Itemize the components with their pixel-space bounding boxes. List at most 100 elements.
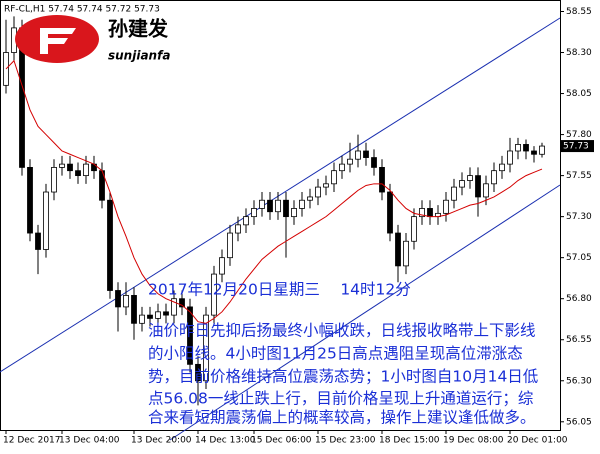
y-tick-label: 57.30 <box>566 212 592 222</box>
candle-body <box>51 167 57 193</box>
candle-body <box>259 199 265 209</box>
plot-frame <box>0 0 561 431</box>
candle-body <box>395 232 401 267</box>
candle-body <box>147 314 153 319</box>
candle-body <box>531 150 537 155</box>
candle-body <box>515 144 521 152</box>
annotation-line: 点56.08一线止跌上行，目前价格呈现上升通道运行；综 <box>148 390 534 408</box>
candle-body <box>291 208 297 218</box>
candle-body <box>139 314 145 324</box>
candle-body <box>523 144 529 152</box>
annotation-line: 油价昨日先抑后扬最终小幅收跌，日线报收略带上下影线 <box>148 322 536 340</box>
y-tick-label: 58.55 <box>566 7 592 17</box>
candle-body <box>211 273 217 316</box>
candle-body <box>267 199 273 213</box>
x-tick-label: 14 Dec 13:00 <box>195 436 256 446</box>
candle-body <box>499 163 505 172</box>
candle-body <box>507 150 513 165</box>
moving-average <box>5 59 543 324</box>
candle-body <box>219 257 225 275</box>
candle-body <box>403 240 409 267</box>
annotation-date: 2017年12月20日星期三 14时12分 <box>148 281 411 299</box>
y-tick-label: 56.30 <box>566 376 592 386</box>
logo-name: 孙建发 <box>108 17 169 41</box>
candle-body <box>227 232 233 259</box>
candle-body <box>363 150 369 158</box>
candle-body <box>123 295 129 308</box>
candle-body <box>179 298 185 308</box>
candle-body <box>275 199 281 213</box>
channel-upper <box>0 17 561 373</box>
candle-body <box>59 163 65 168</box>
candle-body <box>475 175 481 198</box>
candle-body <box>331 170 337 185</box>
candle-body <box>107 199 113 291</box>
x-tick-label: 15 Dec 23:00 <box>315 436 376 446</box>
candle-body <box>427 208 433 218</box>
logo: 孙建发 sunjianfa <box>15 15 170 63</box>
candle-body <box>355 150 361 160</box>
candle-body <box>35 232 41 250</box>
candle-body <box>347 158 353 165</box>
x-tick-label: 13 Dec 04:00 <box>59 436 120 446</box>
candle-body <box>371 157 377 168</box>
candle-body <box>283 199 289 218</box>
x-tick-label: 19 Dec 08:00 <box>443 436 504 446</box>
candle-body <box>315 186 321 198</box>
candle-body <box>75 170 81 177</box>
candle-body <box>539 145 545 155</box>
y-tick-label: 58.05 <box>566 89 592 99</box>
x-tick-label: 12 Dec 2017 <box>3 436 61 446</box>
last-price-box <box>560 140 594 153</box>
candle-body <box>339 163 345 172</box>
candle-body <box>299 199 305 209</box>
y-tick-label: 57.80 <box>566 130 592 140</box>
candle-body <box>323 183 329 188</box>
candle-body <box>163 311 169 316</box>
candle-body <box>419 208 425 218</box>
y-tick-label: 57.55 <box>566 171 592 181</box>
last-price-label: 57.73 <box>563 142 589 152</box>
channel-lower <box>169 184 561 441</box>
annotation-line: 势，目前价格维持高位震荡态势；1小时图自10月14日低 <box>148 368 538 386</box>
candle-body <box>459 180 465 188</box>
candle-body <box>483 183 489 198</box>
logo-f <box>40 28 76 54</box>
y-tick-label: 56.55 <box>566 335 592 345</box>
chart-title: RF-CL,H1 57.74 57.74 57.72 57.73 <box>4 5 160 15</box>
candle-body <box>187 306 193 365</box>
candle-body <box>27 167 33 234</box>
logo-sub: sunjianfa <box>108 49 170 63</box>
candle-body <box>155 311 161 319</box>
x-tick-label: 18 Dec 15:00 <box>379 436 440 446</box>
candle-body <box>411 216 417 242</box>
annotation-line: 合来看短期震荡偏上的概率较高，操作上建议逢低做多。 <box>148 409 536 427</box>
candle-body <box>195 363 201 382</box>
candle-body <box>379 167 385 193</box>
candle-body <box>387 191 393 234</box>
candle-body <box>251 208 257 218</box>
candle-body <box>43 191 49 250</box>
candle-body <box>243 216 249 226</box>
candle-body <box>115 290 121 308</box>
annotation-line: 的小阳线。4小时图11月25日高点遇阻呈现高位滞涨态 <box>148 345 523 363</box>
x-tick-label: 15 Dec 06:00 <box>251 436 312 446</box>
candle-body <box>491 170 497 185</box>
x-tick-label: 13 Dec 20:00 <box>131 436 192 446</box>
candle-body <box>451 186 457 201</box>
candle-body <box>171 298 177 316</box>
y-tick-label: 57.05 <box>566 253 592 263</box>
candle-body <box>67 163 73 172</box>
candle-body <box>235 224 241 234</box>
candle-body <box>443 199 449 214</box>
candle-body <box>307 196 313 201</box>
candle-body <box>467 175 473 181</box>
y-tick-label: 58.30 <box>566 48 592 58</box>
candle-body <box>203 314 209 382</box>
candle-body <box>83 163 89 177</box>
y-tick-label: 56.05 <box>566 417 592 427</box>
x-tick-label: 20 Dec 01:00 <box>507 436 568 446</box>
candle-body <box>131 295 137 324</box>
